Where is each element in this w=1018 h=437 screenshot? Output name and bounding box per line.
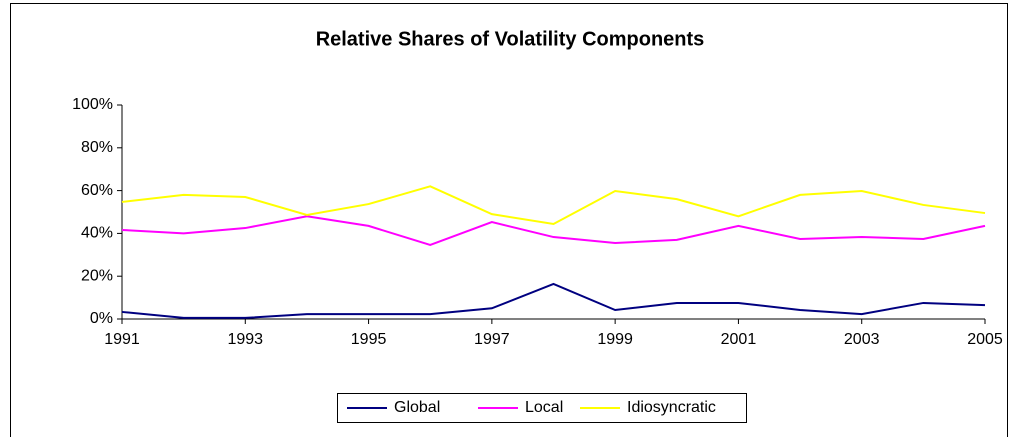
x-tick-label: 2005 — [967, 331, 1003, 348]
chart-border — [10, 3, 1008, 437]
series-line — [121, 185, 986, 226]
legend-box — [337, 393, 747, 423]
y-tick-label: 60% — [81, 182, 113, 199]
x-tick-label: 2001 — [721, 331, 757, 348]
y-tick-label: 20% — [81, 267, 113, 284]
legend-label: Local — [525, 399, 563, 416]
chart-title: Relative Shares of Volatility Components — [316, 28, 705, 50]
y-tick-label: 80% — [81, 139, 113, 156]
x-tick-label: 1999 — [597, 331, 633, 348]
legend-label: Global — [394, 399, 440, 416]
series-line — [121, 215, 986, 247]
y-tick-label: 100% — [72, 96, 113, 113]
legend-label: Idiosyncratic — [627, 399, 716, 416]
x-tick-label: 2003 — [844, 331, 880, 348]
x-tick-label: 1997 — [474, 331, 510, 348]
series-line — [121, 282, 986, 319]
y-tick-label: 40% — [81, 225, 113, 242]
x-tick-label: 1995 — [351, 331, 387, 348]
x-tick-label: 1993 — [227, 331, 263, 348]
y-tick-label: 0% — [90, 310, 113, 327]
x-tick-label: 1991 — [104, 331, 140, 348]
